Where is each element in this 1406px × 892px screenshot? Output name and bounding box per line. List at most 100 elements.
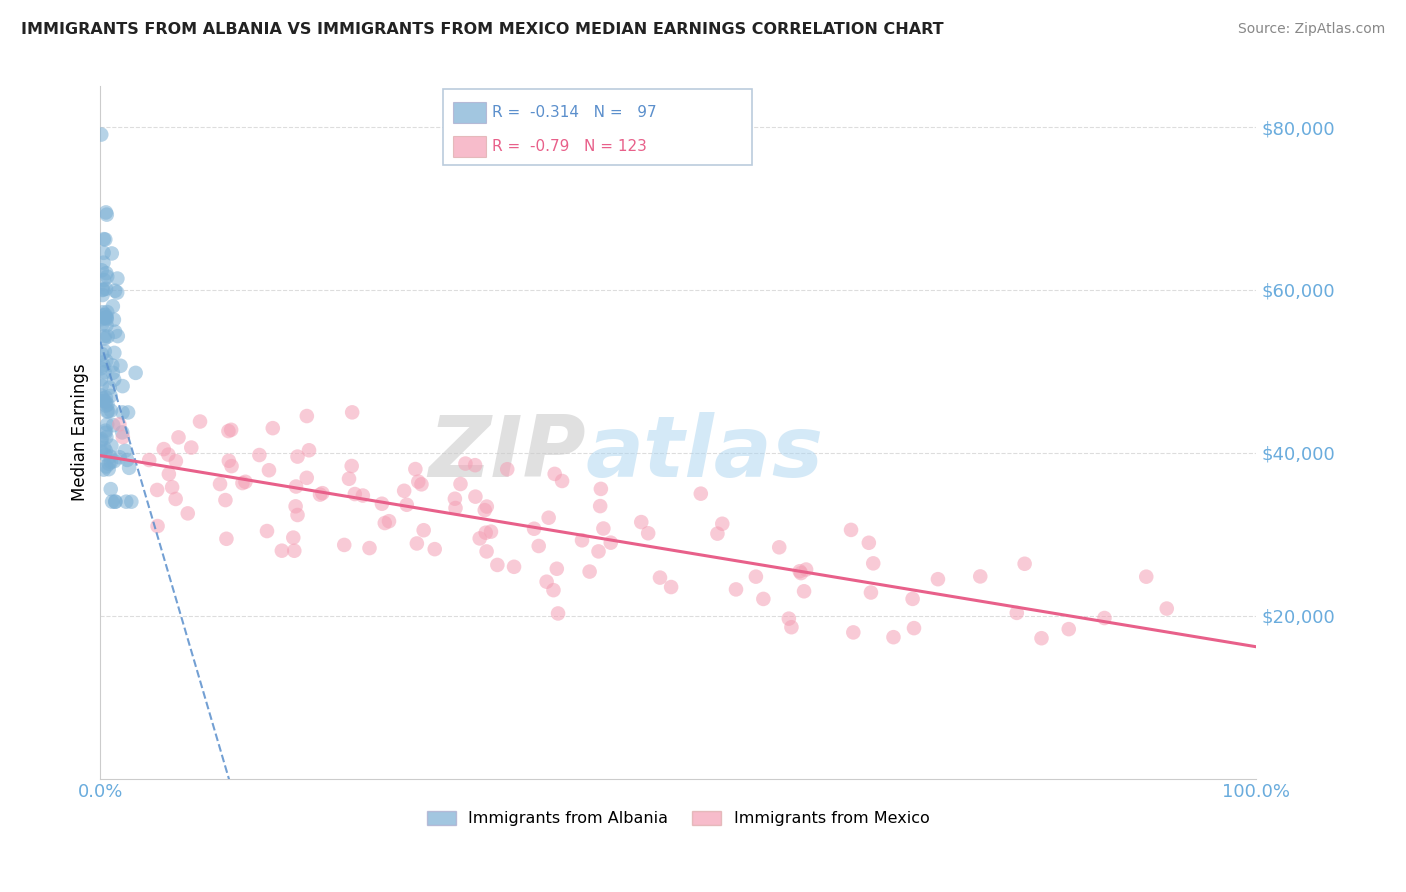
Immigrants from Albania [101,366,124,380]
Immigrants from Albania [105,271,128,285]
Immigrants from Albania [97,404,120,418]
Immigrants from Albania [117,405,139,419]
Immigrants from Mexico [359,541,381,555]
Immigrants from Mexico [1135,570,1157,584]
Immigrants from Albania [94,424,117,438]
Immigrants from Mexico [536,574,558,589]
Immigrants from Albania [100,389,122,403]
Immigrants from Mexico [839,523,862,537]
Legend: Immigrants from Albania, Immigrants from Mexico: Immigrants from Albania, Immigrants from… [420,805,936,833]
Immigrants from Albania [96,417,118,432]
Immigrants from Mexico [544,467,567,481]
Immigrants from Mexico [862,557,884,571]
Immigrants from Albania [100,439,122,453]
Immigrants from Albania [93,441,115,455]
Immigrants from Mexico [108,417,131,432]
Immigrants from Mexico [374,516,396,530]
Text: ZIP: ZIP [429,412,586,495]
Immigrants from Albania [94,344,117,359]
Immigrants from Mexico [157,448,180,462]
Immigrants from Albania [97,457,120,471]
Immigrants from Mexico [287,508,309,522]
Immigrants from Albania [91,318,114,332]
Immigrants from Mexico [637,526,659,541]
Immigrants from Mexico [1031,631,1053,645]
Immigrants from Albania [94,391,117,405]
Immigrants from Mexico [882,630,904,644]
Immigrants from Albania [94,444,117,458]
Immigrants from Albania [93,309,115,323]
Immigrants from Albania [93,462,115,476]
Immigrants from Mexico [903,621,925,635]
Immigrants from Mexico [592,522,614,536]
Immigrants from Mexico [167,430,190,444]
Immigrants from Albania [90,393,112,408]
Immigrants from Mexico [599,535,621,549]
Immigrants from Albania [90,434,112,448]
Immigrants from Albania [90,444,112,458]
Immigrants from Mexico [578,565,600,579]
Immigrants from Mexico [778,612,800,626]
Immigrants from Mexico [842,625,865,640]
Immigrants from Mexico [780,620,803,634]
Immigrants from Mexico [270,543,292,558]
Immigrants from Albania [96,269,118,284]
Immigrants from Albania [96,318,118,332]
Immigrants from Albania [104,325,127,339]
Immigrants from Mexico [284,500,307,514]
Immigrants from Albania [97,462,120,476]
Immigrants from Mexico [146,519,169,533]
Immigrants from Mexico [486,558,509,572]
Immigrants from Mexico [219,423,242,437]
Text: atlas: atlas [586,412,824,495]
Immigrants from Mexico [793,584,815,599]
Immigrants from Albania [115,494,138,508]
Immigrants from Mexico [160,480,183,494]
Immigrants from Mexico [1094,611,1116,625]
Immigrants from Mexico [1156,601,1178,615]
Immigrants from Mexico [589,482,612,496]
Immigrants from Mexico [724,582,747,597]
Immigrants from Mexico [745,569,768,583]
Immigrants from Mexico [859,585,882,599]
Immigrants from Mexico [1057,622,1080,636]
Immigrants from Albania [91,305,114,319]
Immigrants from Albania [104,284,127,298]
Immigrants from Albania [93,331,115,345]
Immigrants from Mexico [412,523,434,537]
Immigrants from Albania [90,128,112,142]
Immigrants from Mexico [648,571,671,585]
Immigrants from Mexico [256,524,278,538]
Immigrants from Albania [93,393,115,408]
Immigrants from Albania [124,366,146,380]
Immigrants from Albania [93,255,115,269]
Immigrants from Mexico [340,405,363,419]
Immigrants from Mexico [287,450,309,464]
Immigrants from Mexico [475,544,498,558]
Immigrants from Mexico [177,507,200,521]
Immigrants from Mexico [659,580,682,594]
Immigrants from Albania [91,283,114,297]
Immigrants from Albania [97,329,120,343]
Immigrants from Albania [91,347,114,361]
Immigrants from Mexico [543,583,565,598]
Immigrants from Albania [96,404,118,418]
Immigrants from Albania [98,381,121,395]
Immigrants from Mexico [285,479,308,493]
Immigrants from Albania [108,450,131,465]
Immigrants from Mexico [311,486,333,500]
Immigrants from Mexico [547,607,569,621]
Immigrants from Mexico [165,454,187,468]
Immigrants from Albania [96,312,118,326]
Immigrants from Mexico [589,499,612,513]
Immigrants from Albania [101,246,124,260]
Immigrants from Mexico [969,569,991,583]
Immigrants from Mexico [218,454,240,468]
Immigrants from Albania [94,394,117,409]
Immigrants from Mexico [231,476,253,491]
Immigrants from Mexico [1014,557,1036,571]
Immigrants from Albania [93,311,115,326]
Immigrants from Mexico [152,442,174,456]
Text: R =  -0.79   N = 123: R = -0.79 N = 123 [492,139,647,153]
Immigrants from Albania [94,399,117,413]
